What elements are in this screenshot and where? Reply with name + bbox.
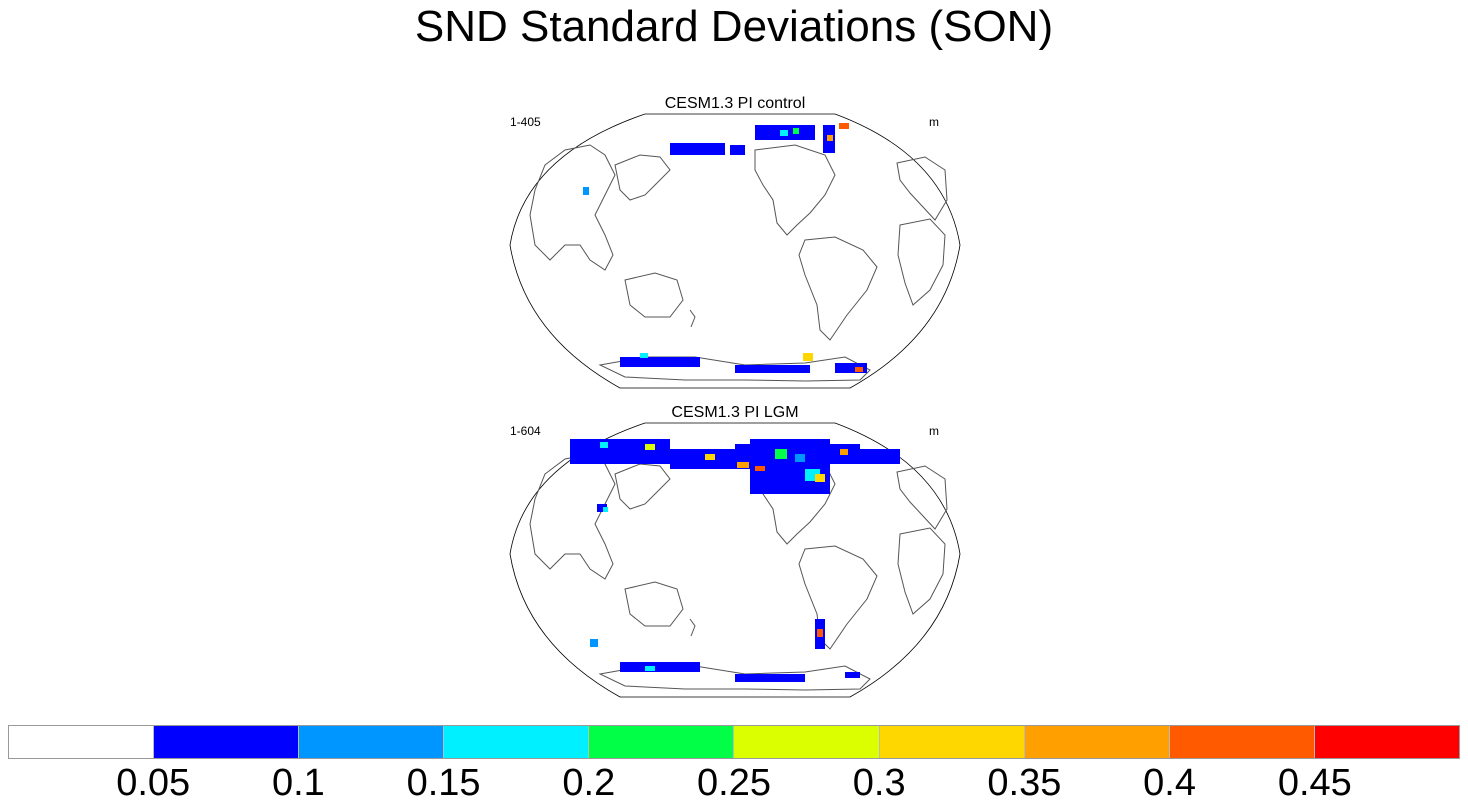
colorbar-tick-label: 0.1 (271, 762, 325, 804)
panel-units-label: m (929, 115, 939, 129)
colorbar-tick-label: 0.45 (1277, 762, 1352, 804)
colorbar-box (1024, 726, 1170, 758)
panel-units-label: m (929, 424, 939, 438)
colorbar-box (1169, 726, 1315, 758)
panel-range-label: 1-604 (510, 424, 541, 438)
map-panel-pi-control: CESM1.3 PI control 1-405 m (505, 95, 965, 395)
map-boundary (509, 422, 961, 698)
colorbar-box (154, 726, 300, 758)
colorbar-tick-label: 0.15 (406, 762, 481, 804)
colorbar-box (1314, 726, 1459, 758)
colorbar-box (444, 726, 590, 758)
snow-sd-patches (570, 439, 900, 682)
map-boundary (509, 113, 961, 389)
world-map-pi-lgm (509, 422, 961, 698)
map-panel-pi-lgm: CESM1.3 PI LGM 1-604 m (505, 404, 965, 704)
colorbar-tick-label: 0.35 (987, 762, 1062, 804)
colorbar-box (9, 726, 155, 758)
colorbar-box (299, 726, 445, 758)
panel-title: CESM1.3 PI LGM (671, 404, 799, 421)
panel-title: CESM1.3 PI control (664, 95, 806, 112)
colorbar-tick-label: 0.3 (852, 762, 906, 804)
colorbar-box (589, 726, 735, 758)
colorbar-tick-label: 0.25 (697, 762, 771, 804)
colorbar-box (734, 726, 880, 758)
snow-sd-patches (583, 123, 867, 373)
colorbar-tick-label: 0.2 (562, 762, 616, 804)
panel-range-label: 1-405 (510, 115, 541, 129)
colorbar-box (879, 726, 1025, 758)
colorbar-tick-label: 0.4 (1143, 762, 1196, 804)
colorbar (8, 725, 1460, 759)
figure-title: SND Standard Deviations (SON) (414, 2, 1054, 51)
world-map-pi-control (509, 113, 961, 389)
colorbar-tick-label: 0.05 (116, 762, 191, 804)
